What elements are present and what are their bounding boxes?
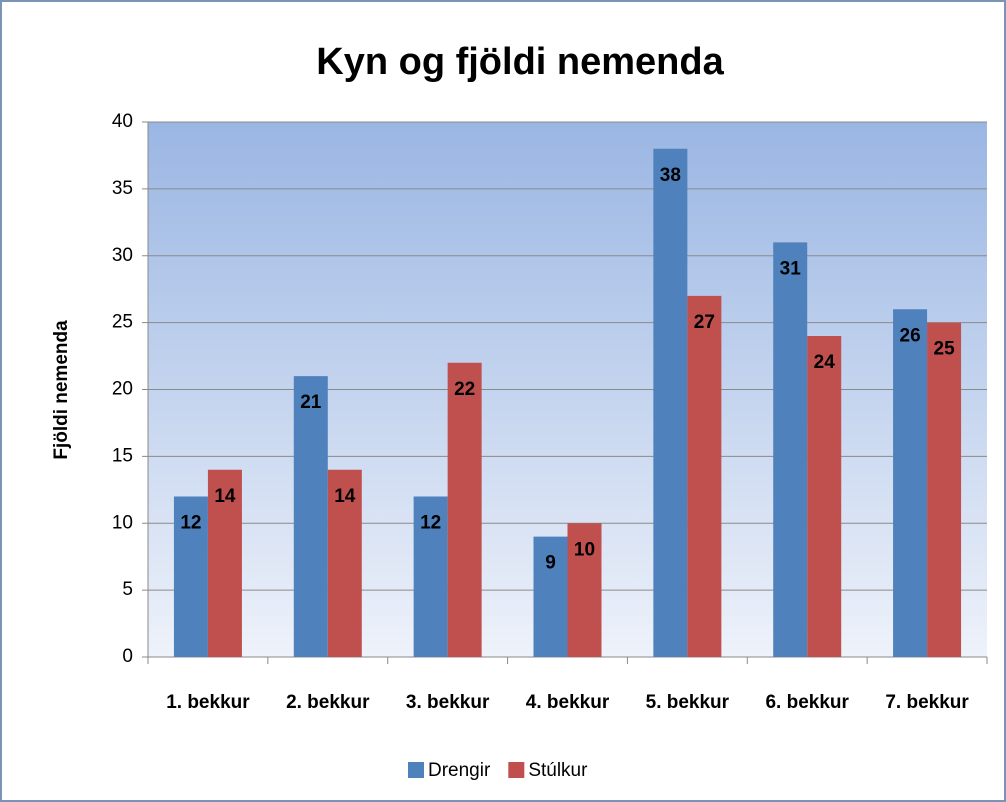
bar (927, 322, 962, 657)
bar (773, 242, 808, 657)
x-tick-label: 6. bekkur (765, 692, 849, 713)
bar (173, 496, 208, 657)
bar (567, 523, 602, 657)
x-tick-label: 3. bekkur (406, 692, 490, 713)
data-label: 9 (545, 553, 556, 574)
legend-swatch (408, 762, 424, 778)
data-label: 26 (900, 325, 921, 346)
data-label: 10 (574, 539, 595, 560)
data-label: 12 (420, 513, 441, 534)
data-label: 38 (660, 165, 681, 186)
bar (207, 469, 242, 657)
bar (893, 309, 928, 657)
y-tick-label: 40 (112, 111, 133, 132)
x-tick-label: 2. bekkur (286, 692, 370, 713)
y-tick-label: 30 (112, 245, 133, 266)
legend-swatch (508, 762, 525, 778)
bar (687, 295, 722, 657)
data-label: 27 (694, 312, 715, 333)
data-label: 24 (814, 352, 836, 373)
y-tick-label: 5 (122, 579, 133, 600)
legend-label: Stúlkur (528, 760, 588, 781)
bar (807, 336, 842, 657)
data-label: 22 (454, 379, 475, 400)
x-tick-label: 7. bekkur (885, 692, 969, 713)
legend-label: Drengir (428, 760, 491, 781)
chart-title: Kyn og fjöldi nemenda (316, 41, 724, 83)
data-label: 14 (214, 486, 236, 507)
y-tick-label: 10 (112, 512, 133, 533)
data-label: 14 (334, 486, 356, 507)
bar (327, 469, 362, 657)
bar (533, 536, 568, 657)
data-label: 21 (300, 392, 322, 413)
bar (653, 148, 688, 657)
bar (447, 362, 482, 657)
y-tick-label: 25 (112, 312, 133, 333)
data-label: 12 (180, 513, 201, 534)
y-tick-label: 15 (112, 445, 133, 466)
y-tick-label: 35 (112, 178, 133, 199)
data-label: 25 (934, 339, 956, 360)
data-label: 31 (780, 258, 802, 279)
y-tick-label: 0 (122, 646, 133, 667)
bar (293, 376, 328, 657)
bar (413, 496, 448, 657)
y-axis-label: Fjöldi nemenda (51, 320, 72, 460)
x-tick-label: 1. bekkur (166, 692, 250, 713)
x-tick-label: 5. bekkur (646, 692, 730, 713)
x-tick-label: 4. bekkur (526, 692, 610, 713)
y-tick-label: 20 (112, 379, 133, 400)
